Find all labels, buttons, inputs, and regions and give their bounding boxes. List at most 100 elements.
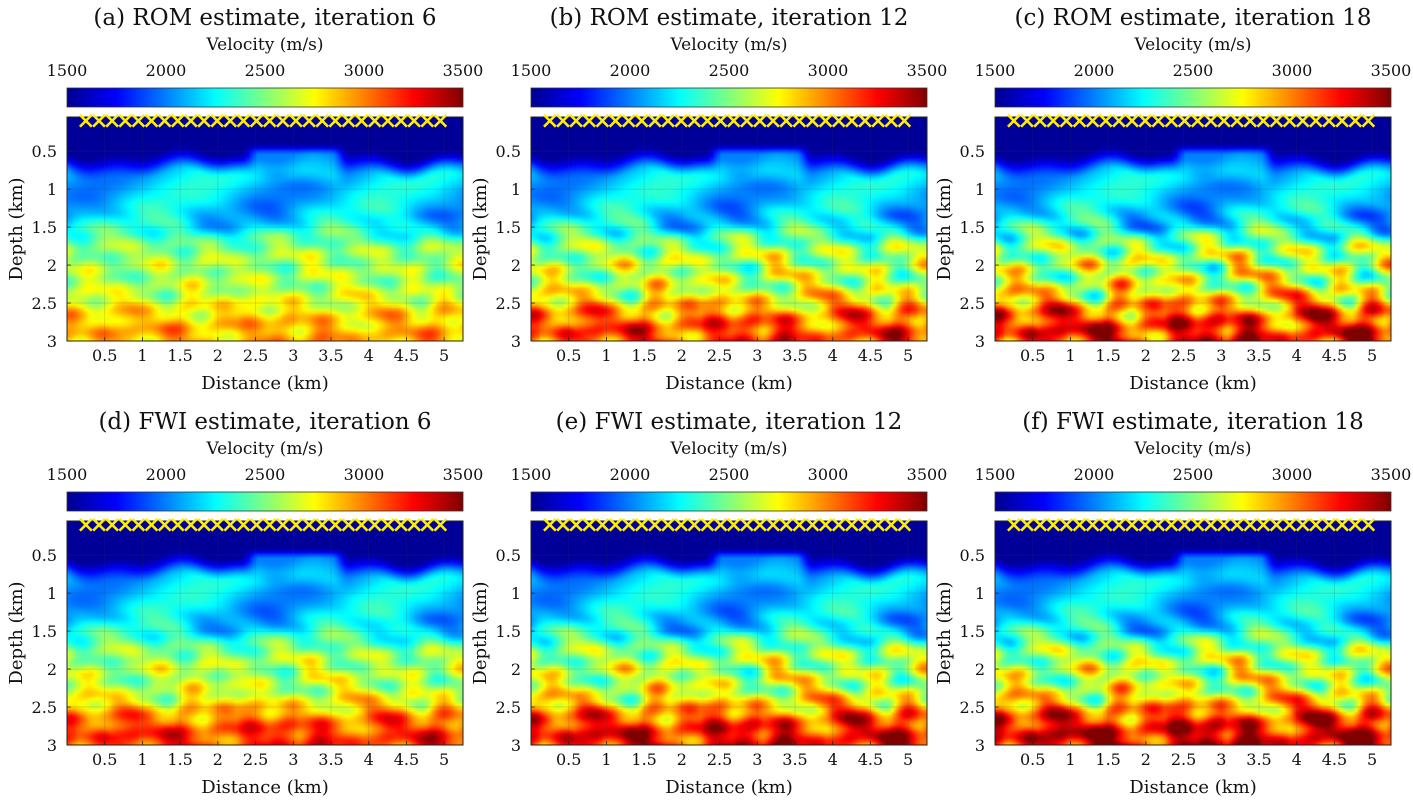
source-marker: [621, 517, 636, 532]
colorbar-tick-label: 2500: [709, 465, 750, 484]
y-tick-label: 1: [975, 584, 985, 603]
x-axis-label: Distance (km): [201, 373, 328, 394]
y-axis-label: Depth (km): [934, 581, 955, 684]
source-marker: [1282, 517, 1297, 532]
source-marker: [394, 517, 408, 532]
x-tick-label: 5: [439, 346, 449, 365]
velocity-heatmap: [531, 117, 927, 341]
panel-1: (b) ROM estimate, iteration 12 Velocity (…: [470, 5, 947, 394]
source-marker: [1230, 113, 1244, 128]
x-tick-label: 4: [1292, 346, 1302, 365]
source-marker: [1243, 113, 1258, 128]
source-marker: [1033, 113, 1047, 128]
panel-4: (e) FWI estimate, iteration 12 Velocity (…: [470, 409, 947, 798]
x-tick-label: 4: [828, 750, 838, 769]
source-marker: [1361, 113, 1376, 128]
y-tick-label: 1: [511, 584, 521, 603]
source-marker: [197, 517, 211, 532]
colorbar-tick-label: 3000: [1272, 465, 1313, 484]
source-marker: [753, 517, 767, 532]
colorbar-tick-label: 3000: [808, 61, 849, 80]
source-marker: [407, 113, 421, 128]
y-tick-label: 2.5: [960, 698, 985, 717]
x-tick-label: 0.5: [1020, 346, 1045, 365]
y-tick-label: 2: [47, 660, 57, 679]
x-tick-label: 3.5: [782, 346, 807, 365]
y-axis-label: Depth (km): [470, 581, 491, 684]
velocity-heatmap: [995, 521, 1391, 745]
source-marker: [766, 113, 780, 128]
source-marker: [105, 517, 119, 532]
x-tick-label: 3: [1216, 346, 1226, 365]
source-marker: [1164, 113, 1179, 128]
source-marker: [1007, 517, 1021, 532]
source-marker: [687, 113, 702, 128]
x-tick-label: 1.5: [1095, 750, 1120, 769]
source-marker: [792, 517, 807, 532]
source-marker: [1059, 113, 1074, 128]
source-marker: [289, 113, 303, 128]
source-marker: [1151, 113, 1166, 128]
source-marker: [1361, 517, 1376, 532]
y-tick-label: 1: [511, 180, 521, 199]
source-marker: [674, 113, 688, 128]
x-tick-label: 3.5: [782, 750, 807, 769]
source-marker: [367, 517, 382, 532]
colorbar-tick-label: 2000: [146, 61, 187, 80]
source-marker: [197, 113, 211, 128]
colorbar-tick-label: 2500: [709, 61, 750, 80]
source-marker: [543, 517, 557, 532]
x-tick-label: 3.5: [1246, 750, 1271, 769]
source-marker: [236, 113, 251, 128]
source-marker: [739, 517, 754, 532]
x-tick-label: 4: [364, 750, 374, 769]
x-axis-label: Distance (km): [665, 373, 792, 394]
source-marker: [1256, 517, 1271, 532]
y-tick-label: 0.5: [496, 546, 521, 565]
source-marker: [831, 113, 846, 128]
source-marker: [726, 113, 741, 128]
panel-title: (f) FWI estimate, iteration 18: [1022, 409, 1364, 435]
source-marker: [1348, 517, 1363, 532]
y-tick-label: 3: [47, 736, 57, 755]
velocity-heatmap: [531, 521, 927, 745]
x-tick-label: 4: [1292, 750, 1302, 769]
source-marker: [1125, 113, 1139, 128]
source-marker: [1348, 113, 1363, 128]
source-marker: [433, 517, 448, 532]
source-marker: [1335, 113, 1349, 128]
colorbar-tick-label: 3000: [1272, 61, 1313, 80]
source-marker: [556, 113, 570, 128]
source-marker: [884, 113, 899, 128]
source-marker: [1020, 517, 1034, 532]
source-marker: [845, 113, 859, 128]
source-marker: [1230, 517, 1244, 532]
colorbar-tick-label: 2000: [1074, 61, 1115, 80]
y-tick-label: 2: [975, 660, 985, 679]
x-tick-label: 1: [601, 750, 611, 769]
source-marker: [381, 113, 395, 128]
source-marker: [713, 517, 728, 532]
panel-3: (d) FWI estimate, iteration 6 Velocity (m…: [6, 409, 483, 798]
source-marker: [249, 517, 264, 532]
colorbar: [994, 87, 1392, 108]
source-marker: [1125, 517, 1139, 532]
x-tick-label: 2.5: [1171, 346, 1196, 365]
y-tick-label: 2: [975, 256, 985, 275]
source-marker: [805, 113, 820, 128]
source-marker: [713, 113, 728, 128]
source-marker: [118, 113, 133, 128]
source-marker: [433, 113, 448, 128]
x-tick-label: 2: [677, 346, 687, 365]
source-marker: [1164, 517, 1179, 532]
source-marker: [1295, 517, 1310, 532]
x-tick-label: 1.5: [631, 750, 656, 769]
x-tick-label: 2.5: [707, 750, 732, 769]
source-marker: [884, 517, 899, 532]
x-tick-label: 4.5: [858, 750, 883, 769]
x-tick-label: 2: [677, 750, 687, 769]
colorbar-label: Velocity (m/s): [1133, 439, 1251, 459]
source-marker: [831, 517, 846, 532]
y-tick-label: 2.5: [496, 698, 521, 717]
